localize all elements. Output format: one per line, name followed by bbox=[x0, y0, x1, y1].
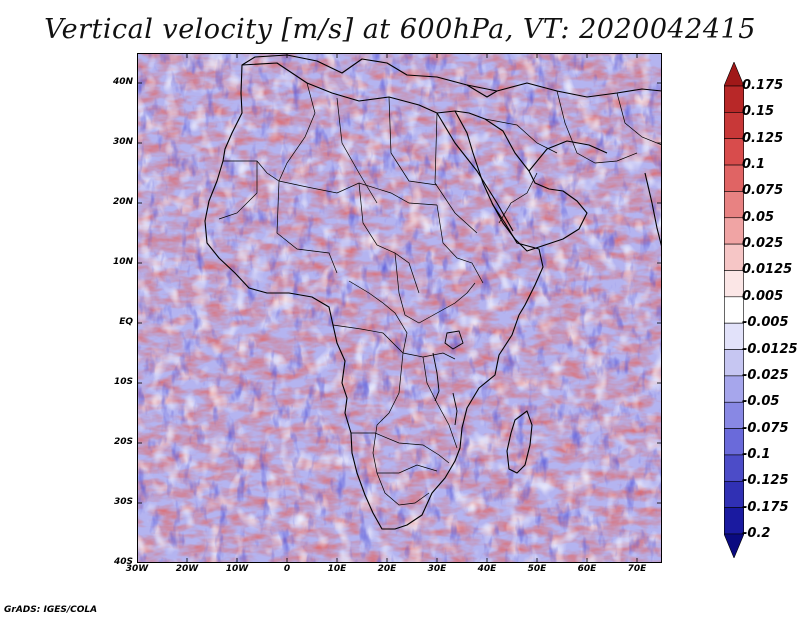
field-descent-texture bbox=[137, 53, 662, 563]
colorbar-level-label: 0.125 bbox=[742, 130, 784, 146]
colorbar-min-triangle bbox=[724, 533, 744, 558]
lat-tick-label: 20S bbox=[113, 437, 133, 447]
arabian-peninsula-coastline bbox=[454, 110, 588, 252]
colorbar-level-label: -0.025 bbox=[742, 367, 789, 383]
colorbar-level-label: 0.0125 bbox=[742, 262, 793, 278]
colorbar-segment bbox=[724, 138, 744, 166]
map-title: Vertical velocity [m/s] at 600hPa, VT: 2… bbox=[44, 14, 756, 45]
lon-tick-label: 70E bbox=[627, 564, 647, 574]
colorbar-level-label: 0.1 bbox=[742, 157, 766, 173]
colorbar-level-label: 0.005 bbox=[742, 288, 784, 304]
colorbar-level-label: 0.05 bbox=[742, 209, 775, 225]
colorbar-segment bbox=[724, 217, 744, 245]
colorbar-level-label: -0.0125 bbox=[742, 341, 798, 357]
colorbar-level-label: 0.175 bbox=[742, 78, 784, 93]
colorbar-level-label: -0.175 bbox=[742, 499, 789, 515]
coastlines bbox=[204, 54, 662, 530]
vertical-velocity-map bbox=[137, 53, 662, 563]
colorbar-segment bbox=[724, 375, 744, 403]
colorbar-level-label: -0.075 bbox=[742, 420, 789, 436]
colorbar-segment bbox=[724, 296, 744, 324]
lon-tick-label: 60E bbox=[577, 564, 597, 574]
lon-tick-label: 20E bbox=[377, 564, 397, 574]
lon-tick-label: 20W bbox=[175, 564, 199, 574]
colorbar-segment bbox=[724, 401, 744, 429]
red-sea-gulf bbox=[436, 112, 514, 232]
lat-tick-label: 30S bbox=[113, 497, 133, 507]
colorbar-segment bbox=[724, 85, 744, 113]
colorbar-level-label: 0.025 bbox=[742, 236, 784, 252]
lon-tick-label: 0 bbox=[283, 564, 291, 574]
colorbar-segment bbox=[724, 507, 744, 535]
colorbar-level-label: -0.05 bbox=[742, 394, 780, 410]
india-west-coast bbox=[644, 172, 662, 249]
colorbar-max-triangle bbox=[724, 62, 744, 87]
lake-victoria bbox=[444, 330, 464, 350]
middle-east-coastline bbox=[466, 82, 662, 98]
lon-tick-label: 30E bbox=[427, 564, 447, 574]
lat-tick-label: 10S bbox=[113, 377, 133, 387]
colorbar-segment bbox=[724, 454, 744, 482]
lakes bbox=[432, 330, 464, 426]
colorbar-segment bbox=[724, 112, 744, 140]
colorbar-level-label: -0.005 bbox=[742, 315, 789, 331]
colorbar-segment bbox=[724, 349, 744, 377]
lat-tick-label: 30N bbox=[112, 137, 133, 147]
colorbar-level-label: 0.15 bbox=[742, 104, 775, 120]
madagascar-coastline bbox=[506, 410, 533, 474]
lon-tick-label: 40E bbox=[477, 564, 497, 574]
lon-tick-label: 10E bbox=[327, 564, 347, 574]
mediterranean-north-coast bbox=[241, 54, 498, 98]
colorbar-level-label: 0.075 bbox=[742, 183, 784, 199]
map-frame bbox=[137, 53, 662, 563]
colorbar-level-label: -0.125 bbox=[742, 473, 789, 489]
lat-tick-label: EQ bbox=[119, 317, 133, 327]
lon-tick-label: 50E bbox=[527, 564, 547, 574]
colorbar-segment bbox=[724, 428, 744, 456]
lon-tick-label: 10W bbox=[225, 564, 249, 574]
colorbar-segment bbox=[724, 191, 744, 219]
lake-malawi bbox=[452, 392, 458, 426]
map-panel bbox=[137, 53, 662, 563]
lake-tanganyika bbox=[432, 352, 440, 402]
grads-credit: GrADS: IGES/COLA bbox=[4, 605, 98, 615]
colorbar-segment bbox=[724, 270, 744, 298]
lon-tick-label: 30W bbox=[125, 564, 149, 574]
colorbar-segment bbox=[724, 322, 744, 350]
colorbar-segment bbox=[724, 480, 744, 508]
colorbar-segment bbox=[724, 243, 744, 271]
lat-tick-label: 20N bbox=[112, 197, 133, 207]
colorbar-level-label: -0.1 bbox=[742, 446, 771, 462]
colorbar-level-label: -0.2 bbox=[742, 526, 771, 541]
lat-tick-label: 10N bbox=[112, 257, 133, 267]
persian-gulf bbox=[528, 140, 608, 172]
africa-coastline bbox=[204, 62, 544, 530]
country-borders bbox=[218, 82, 662, 506]
lat-tick-label: 40S bbox=[113, 557, 133, 567]
colorbar bbox=[724, 62, 744, 558]
lat-tick-label: 40N bbox=[112, 77, 133, 87]
colorbar-segment bbox=[724, 164, 744, 192]
